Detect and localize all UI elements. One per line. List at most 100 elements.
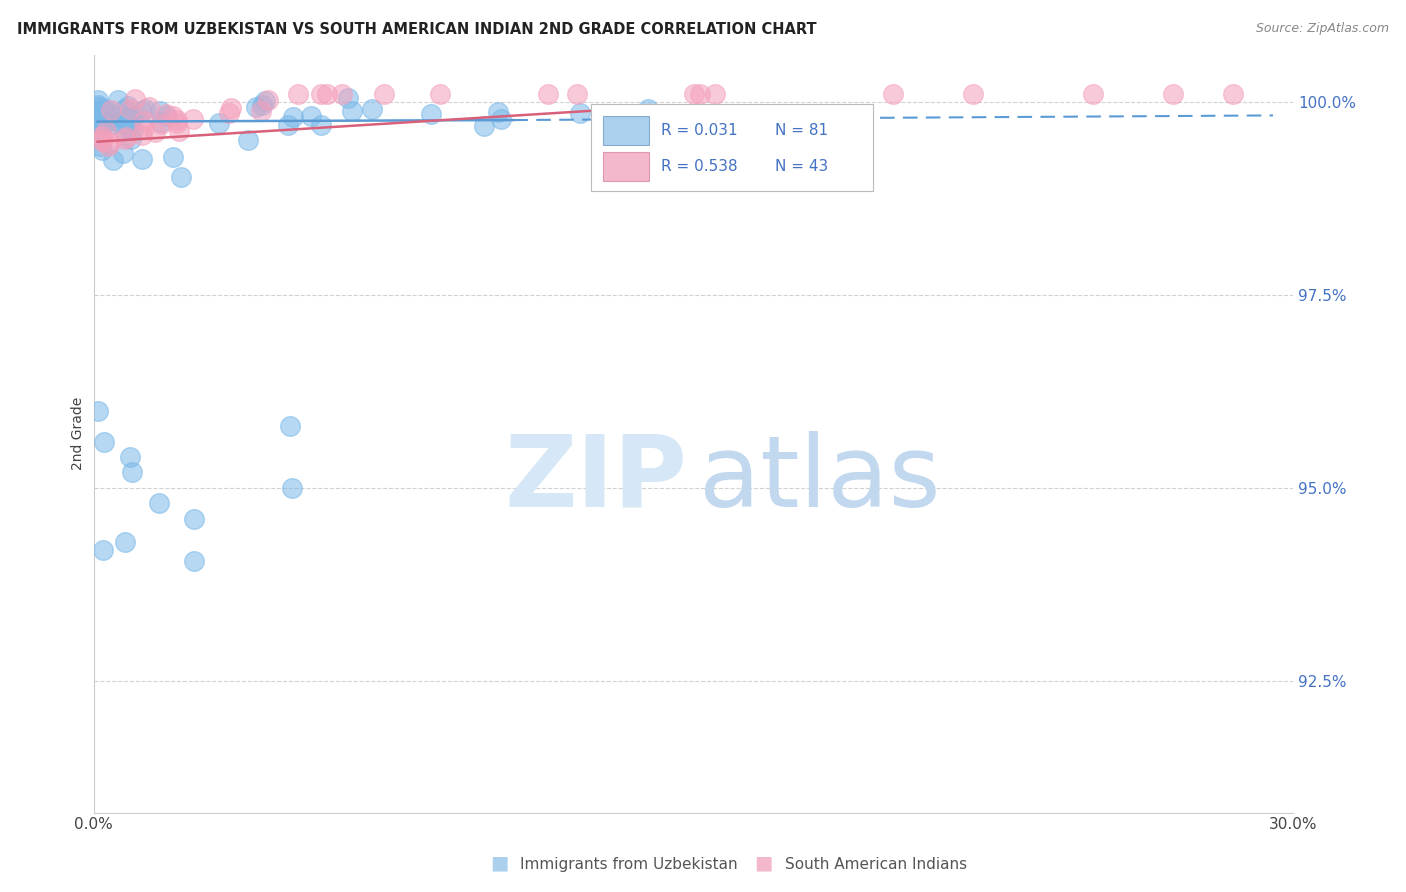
Point — [537, 87, 560, 101]
Point — [472, 119, 495, 133]
Point — [112, 124, 135, 138]
Point — [94, 104, 117, 119]
Point — [287, 87, 309, 101]
Point — [138, 100, 160, 114]
Point — [87, 100, 110, 114]
Point — [149, 103, 172, 118]
Point — [114, 535, 136, 549]
Point — [602, 119, 624, 133]
Point — [166, 113, 188, 128]
Point — [183, 554, 205, 568]
Point — [277, 118, 299, 132]
Point — [120, 132, 142, 146]
Point — [280, 481, 302, 495]
Point — [1222, 87, 1244, 101]
Point — [250, 98, 273, 112]
Point — [120, 103, 142, 117]
Point — [93, 110, 115, 124]
Point — [245, 100, 267, 114]
FancyBboxPatch shape — [603, 153, 650, 181]
Text: ZIP: ZIP — [505, 431, 688, 528]
Point — [86, 115, 108, 129]
Point — [89, 139, 111, 153]
Point — [91, 144, 114, 158]
Point — [90, 112, 112, 126]
Point — [86, 98, 108, 112]
Text: ■: ■ — [489, 854, 509, 872]
Point — [183, 512, 205, 526]
Point — [112, 102, 135, 116]
Point — [91, 108, 114, 122]
Point — [86, 111, 108, 125]
Point — [96, 139, 118, 153]
FancyBboxPatch shape — [603, 116, 650, 145]
Point — [103, 110, 125, 124]
Point — [100, 108, 122, 122]
Point — [637, 102, 659, 116]
Point — [1161, 87, 1184, 101]
Point — [309, 118, 332, 132]
Point — [218, 106, 240, 120]
Point — [600, 160, 623, 174]
Point — [703, 87, 725, 101]
Point — [491, 112, 513, 126]
Point — [90, 102, 112, 116]
Text: R = 0.031: R = 0.031 — [661, 122, 738, 137]
Point — [115, 130, 138, 145]
Point — [429, 87, 451, 101]
Point — [299, 110, 322, 124]
Point — [278, 419, 301, 434]
Point — [361, 103, 384, 117]
Text: N = 81: N = 81 — [775, 122, 828, 137]
Point — [107, 114, 129, 128]
Point — [87, 93, 110, 107]
Point — [170, 169, 193, 184]
Point — [149, 115, 172, 129]
Point — [567, 87, 589, 101]
Point — [962, 87, 984, 101]
Point — [93, 106, 115, 120]
Point — [236, 133, 259, 147]
Point — [683, 87, 706, 101]
Point — [86, 112, 108, 127]
Point — [134, 102, 156, 116]
Point — [155, 109, 177, 123]
Point — [117, 99, 139, 113]
Point — [148, 496, 170, 510]
Text: atlas: atlas — [699, 431, 941, 528]
Point — [419, 107, 441, 121]
Text: ■: ■ — [754, 854, 773, 872]
Y-axis label: 2nd Grade: 2nd Grade — [72, 397, 86, 470]
Point — [281, 110, 304, 124]
Point — [132, 120, 155, 135]
Point — [181, 112, 204, 126]
Point — [111, 146, 134, 161]
Point — [94, 102, 117, 116]
Point — [121, 466, 143, 480]
Point — [336, 91, 359, 105]
Text: Source: ZipAtlas.com: Source: ZipAtlas.com — [1256, 22, 1389, 36]
Point — [86, 109, 108, 123]
Point — [117, 110, 139, 124]
Point — [166, 115, 188, 129]
Point — [330, 87, 353, 101]
Point — [100, 103, 122, 117]
Point — [373, 87, 395, 101]
Point — [91, 542, 114, 557]
Point — [316, 87, 339, 101]
Point — [122, 122, 145, 136]
Point — [143, 125, 166, 139]
Point — [114, 111, 136, 125]
Text: IMMIGRANTS FROM UZBEKISTAN VS SOUTH AMERICAN INDIAN 2ND GRADE CORRELATION CHART: IMMIGRANTS FROM UZBEKISTAN VS SOUTH AMER… — [17, 22, 817, 37]
Point — [254, 94, 277, 108]
Point — [90, 103, 112, 117]
Point — [117, 120, 139, 134]
Point — [120, 450, 142, 464]
Point — [132, 114, 155, 128]
Point — [131, 103, 153, 118]
Point — [162, 150, 184, 164]
Text: R = 0.538: R = 0.538 — [661, 159, 738, 174]
Point — [96, 110, 118, 124]
Point — [87, 130, 110, 145]
Point — [256, 93, 278, 107]
